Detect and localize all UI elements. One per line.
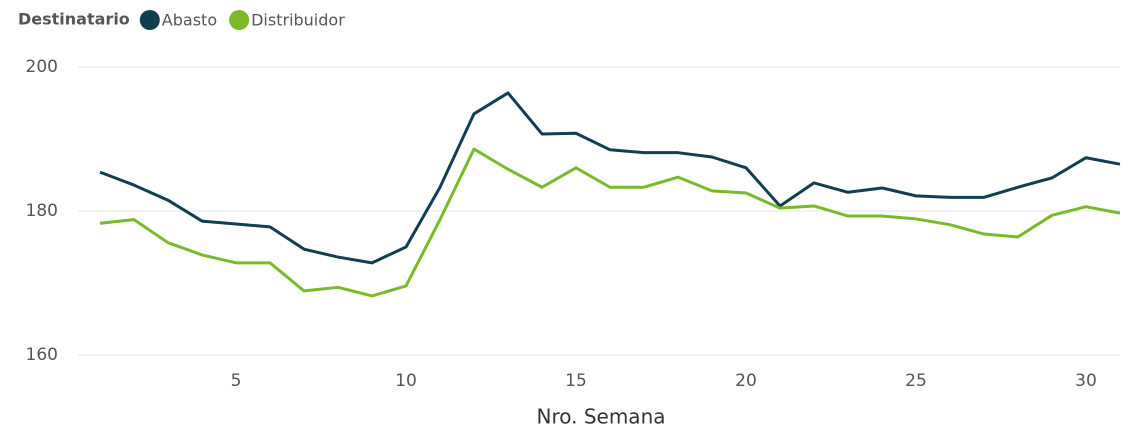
legend-label: Distribuidor [251,11,345,30]
legend-marker [229,10,250,30]
x-tick-label: 10 [395,371,417,391]
series-line [99,147,1121,298]
x-tick-label: 30 [1075,371,1097,391]
x-tick-label: 25 [905,371,927,391]
y-tick-label: 200 [26,57,58,77]
x-tick-label: 15 [565,371,587,391]
y-tick-label: 180 [26,201,58,221]
x-tick-label: 5 [231,371,242,391]
y-tick-label: 160 [26,345,58,365]
x-axis-title: Nro. Semana [536,405,665,429]
series-line [99,91,1121,265]
legend-title: Destinatario [18,10,130,29]
legend-label: Abasto [162,11,217,30]
x-tick-label: 20 [735,371,757,391]
legend-marker [139,10,160,30]
